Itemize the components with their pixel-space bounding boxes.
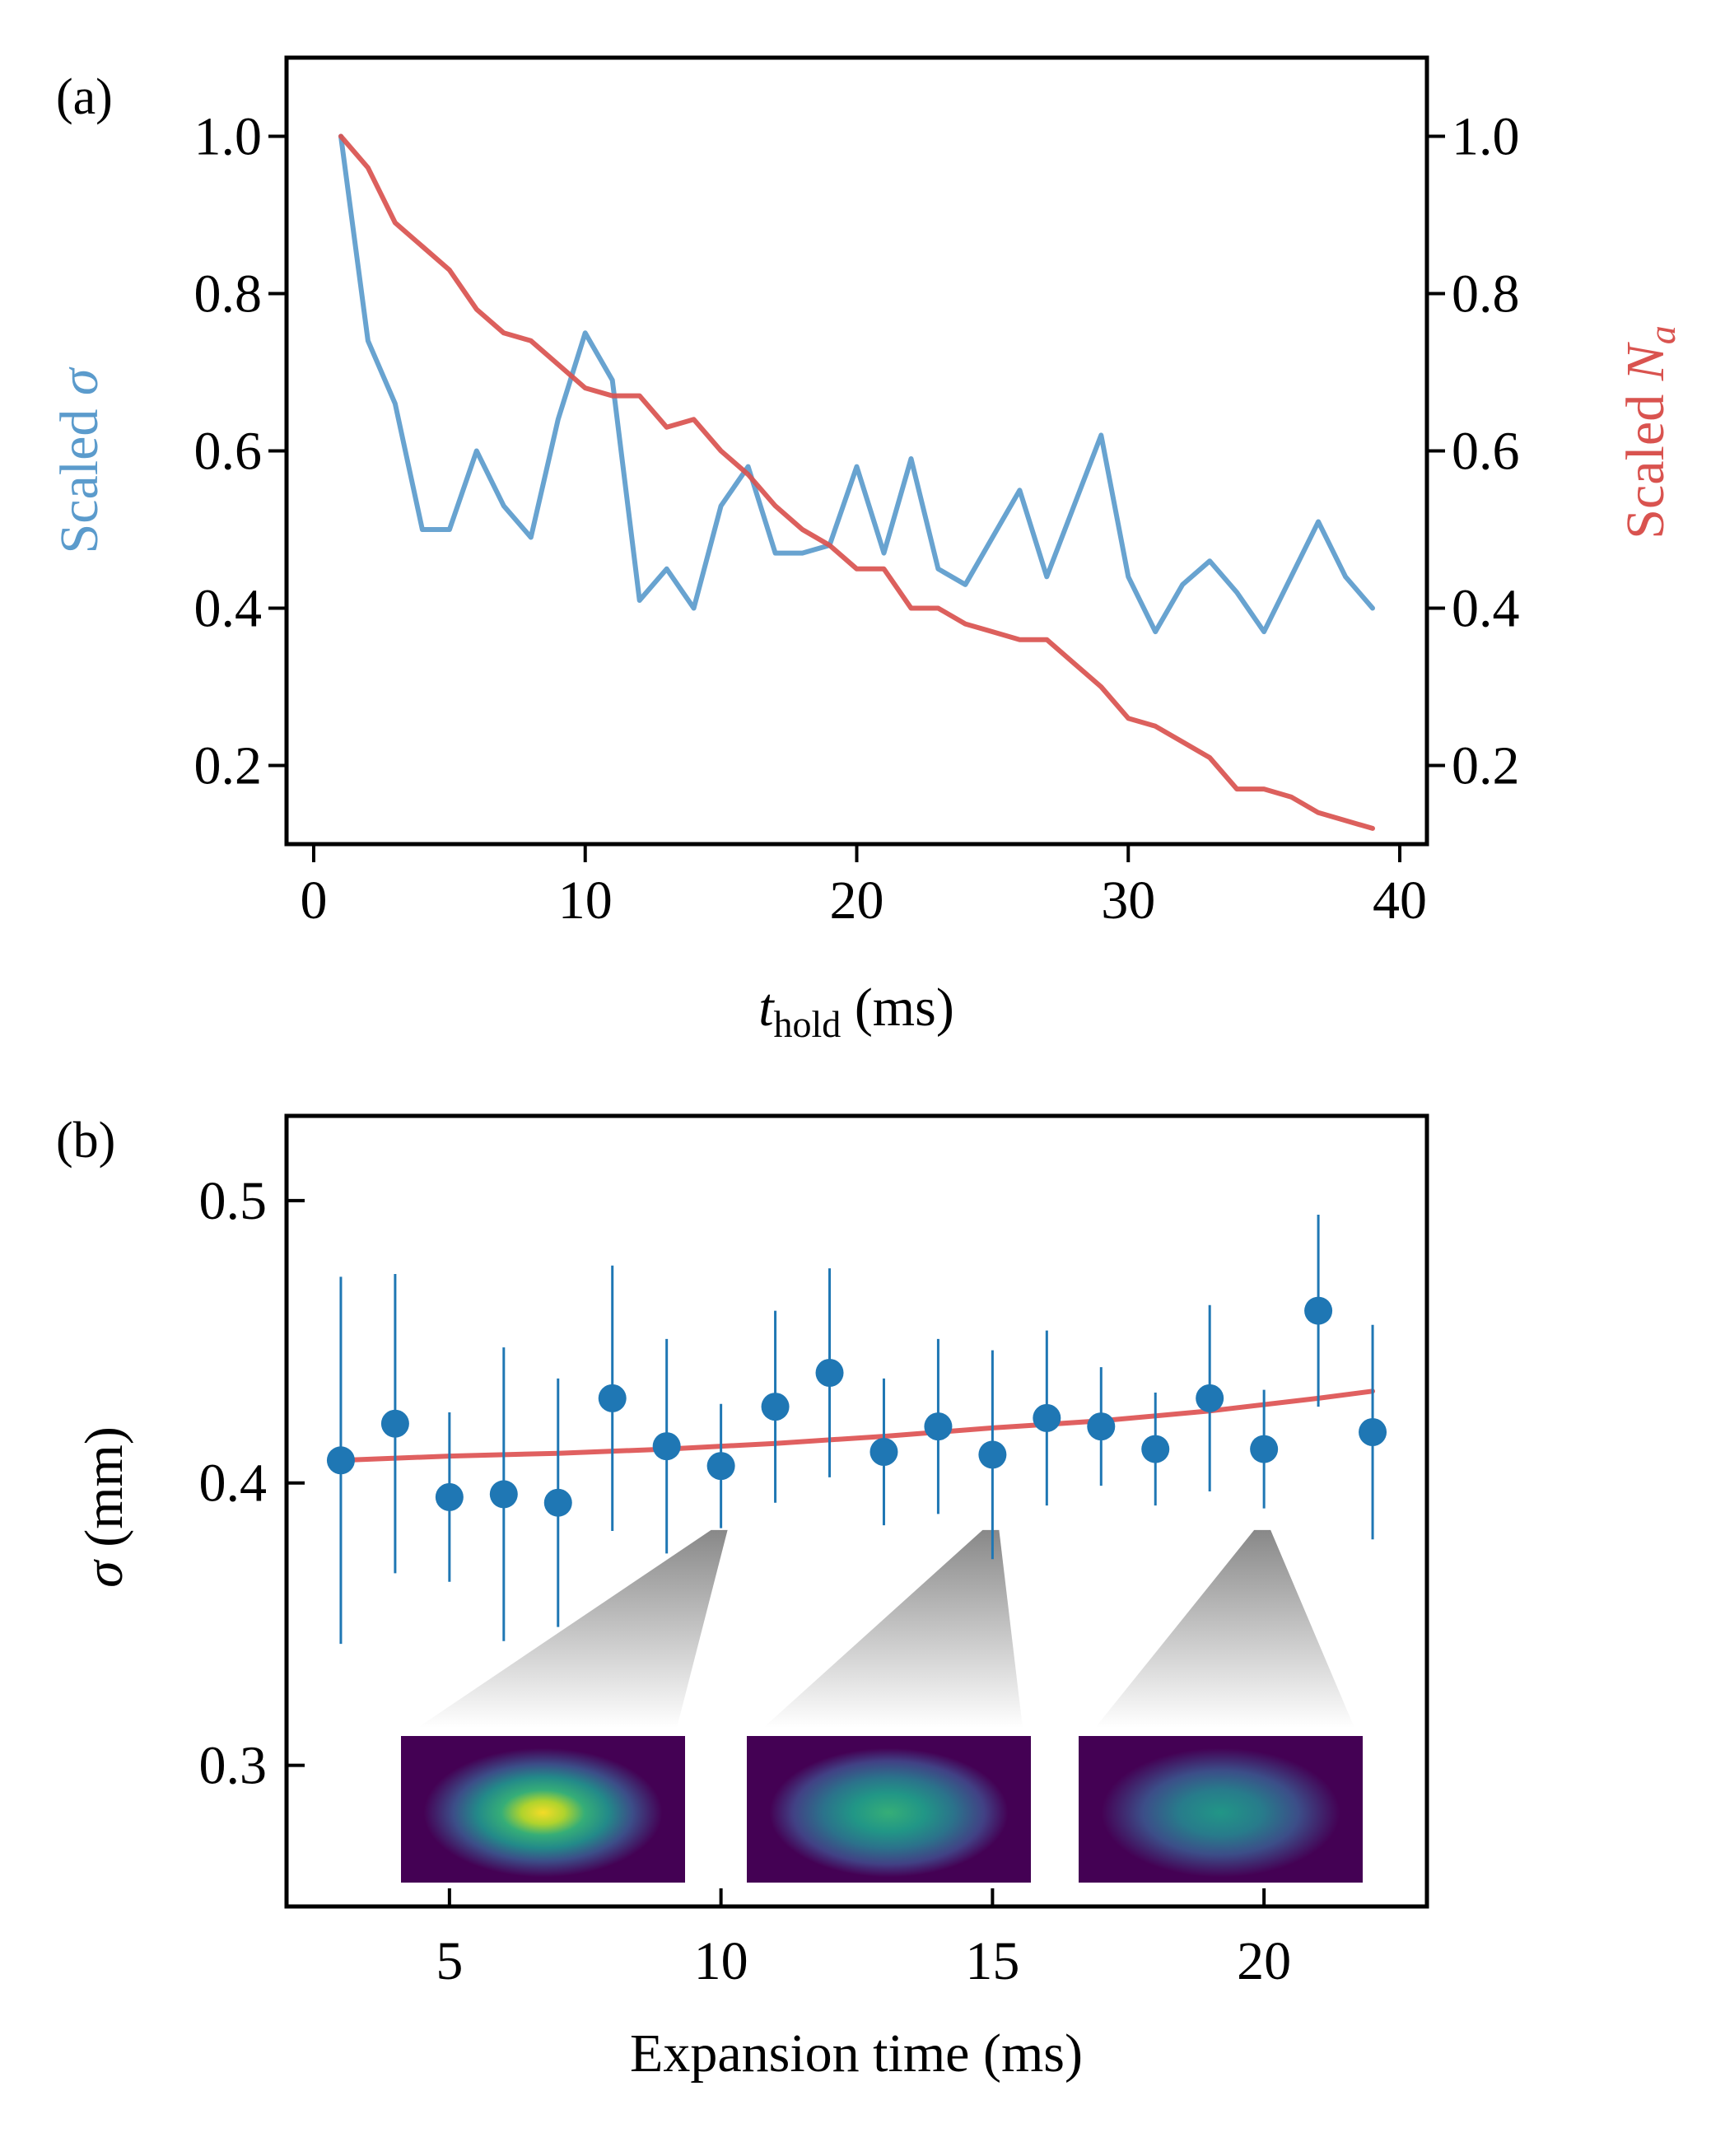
panel-a-x-tick-label: 40	[1373, 870, 1427, 931]
data-point	[489, 1480, 518, 1509]
data-point	[706, 1452, 735, 1481]
panel-b-label: (b)	[56, 1113, 115, 1169]
data-point	[543, 1488, 572, 1517]
scaled-na-line	[338, 133, 1375, 831]
panel-a-y-tick-label-left: 0.4	[194, 579, 263, 639]
scaled-sigma-line	[338, 133, 1375, 635]
panel-a-series	[338, 133, 1375, 831]
panel-a-x-axis-title: thold (ms)	[758, 978, 954, 1045]
panel-a-y-axis-title-left: Scaled σ	[49, 366, 110, 553]
data-point	[652, 1432, 681, 1461]
panel-b-x-axis-title: Expansion time (ms)	[630, 2023, 1083, 2084]
panel-b-data-points	[326, 1215, 1387, 1645]
data-point	[761, 1393, 790, 1421]
data-point	[326, 1446, 355, 1475]
panel-a-x-tick-label: 10	[558, 870, 613, 931]
data-point	[1359, 1418, 1387, 1446]
panel-b-frame	[284, 1113, 1429, 1909]
cloud-image-10ms-cloud	[423, 1748, 663, 1878]
panel-b-x-tick-label: 15	[965, 1931, 1019, 1991]
panel-a-frame	[284, 55, 1429, 847]
panel-a-y-tick-label-left: 0.6	[194, 422, 263, 482]
panel-b-x-tick-label: 20	[1237, 1931, 1291, 1991]
panel-b-x-tick-label: 5	[436, 1931, 463, 1991]
panel-b-y-tick-label: 0.5	[199, 1171, 268, 1231]
panel-b-y-tick-label: 0.3	[199, 1736, 268, 1796]
cloud-image-15ms-pointer	[763, 1529, 1023, 1728]
panel-a-x-tick-label: 0	[300, 870, 327, 931]
data-point	[978, 1440, 1007, 1469]
data-point	[435, 1482, 464, 1511]
data-point	[1033, 1403, 1061, 1432]
panel-a-y-tick-label-right: 0.4	[1452, 579, 1520, 639]
panel-a-y-tick-label-left: 0.8	[194, 264, 263, 324]
panel-a-x-tick-label: 20	[830, 870, 884, 931]
data-point	[1196, 1384, 1224, 1412]
panel-a-x-tick-label: 30	[1101, 870, 1155, 931]
panel-a-y-tick-label-right: 0.8	[1452, 264, 1520, 324]
panel-a: (a) 0 10 20 30 40 0.20.40.60.81.0 0.20.40.60…	[49, 55, 1683, 1045]
panel-a-y-tick-label-right: 0.6	[1452, 422, 1520, 482]
panel-b-x-tick-label: 10	[694, 1931, 748, 1991]
data-point	[598, 1384, 627, 1412]
panel-a-y-ticks-right: 0.2 0.4 0.6 0.8 1.0	[1427, 107, 1520, 796]
data-point	[1304, 1296, 1333, 1325]
data-point	[1141, 1435, 1170, 1463]
data-point	[1087, 1412, 1116, 1441]
panel-a-y-tick-label-right: 0.2	[1452, 736, 1520, 796]
panel-b-y-ticks: 0.3 0.4 0.5	[199, 1171, 305, 1796]
data-point	[869, 1438, 898, 1466]
panel-a-y-tick-label-right: 1.0	[1452, 107, 1520, 167]
cloud-image-15ms-cloud	[769, 1748, 1009, 1878]
cloud-image-20ms-pointer	[1095, 1529, 1354, 1728]
panel-b: (b) 5 10 15 20 0.3 0.4 0.5 Expansion time (ms…	[56, 1113, 1429, 2084]
panel-b-x-ticks: 5 10 15 20	[436, 1888, 1291, 1991]
panel-b-insets	[401, 1529, 1363, 1883]
panel-a-y-ticks-left: 0.2 0.4 0.6 0.8 1.0	[194, 107, 287, 796]
cloud-image-20ms-cloud	[1101, 1748, 1340, 1878]
panel-b-y-tick-label: 0.4	[199, 1454, 268, 1514]
panel-a-y-tick-label-left: 0.2	[194, 736, 263, 796]
panel-a-y-tick-label-left: 1.0	[194, 107, 263, 167]
panel-a-x-ticks: 0 10 20 30 40	[300, 844, 1427, 931]
panel-a-label: (a)	[56, 69, 113, 125]
data-point	[1250, 1435, 1279, 1463]
data-point	[380, 1409, 409, 1438]
cloud-image-10ms-pointer	[417, 1529, 728, 1728]
data-point	[924, 1412, 953, 1441]
data-point	[815, 1359, 844, 1387]
panel-b-y-axis-title: σ (mm)	[74, 1426, 134, 1588]
panel-a-y-axis-title-right: Scaled Na	[1615, 325, 1683, 539]
